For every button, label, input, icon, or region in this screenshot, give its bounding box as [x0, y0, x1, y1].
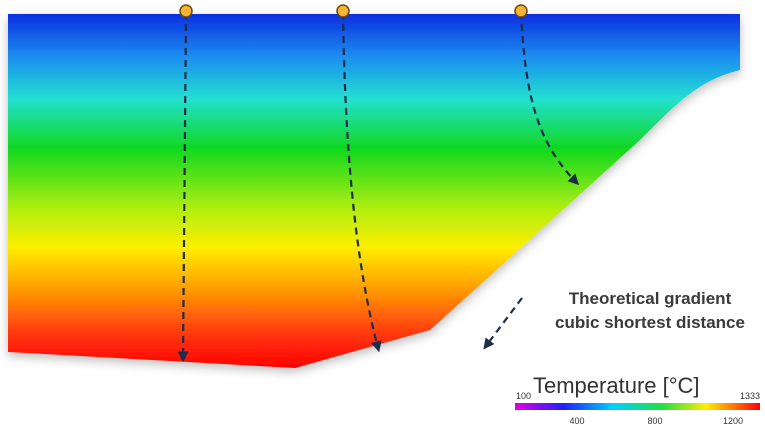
colorbar-tick: 400 [569, 416, 584, 426]
gradient-arrow [341, 11, 382, 353]
colorbar [515, 403, 760, 410]
source-point [514, 4, 528, 18]
source-point [179, 4, 193, 18]
gradient-arrow [177, 11, 189, 363]
annotation-arrow [483, 297, 523, 350]
colorbar-tick: 800 [647, 416, 662, 426]
colorbar-max: 1333 [740, 391, 760, 401]
colorbar-tick: 1200 [723, 416, 743, 426]
annotation-line: Theoretical gradient [569, 289, 732, 308]
gradient-arrow [519, 11, 580, 186]
source-point [336, 4, 350, 18]
legend-title: Temperature [°C] [533, 373, 700, 398]
annotation-line: cubic shortest distance [555, 313, 745, 332]
temperature-section [8, 14, 740, 368]
colorbar-min: 100 [516, 391, 531, 401]
